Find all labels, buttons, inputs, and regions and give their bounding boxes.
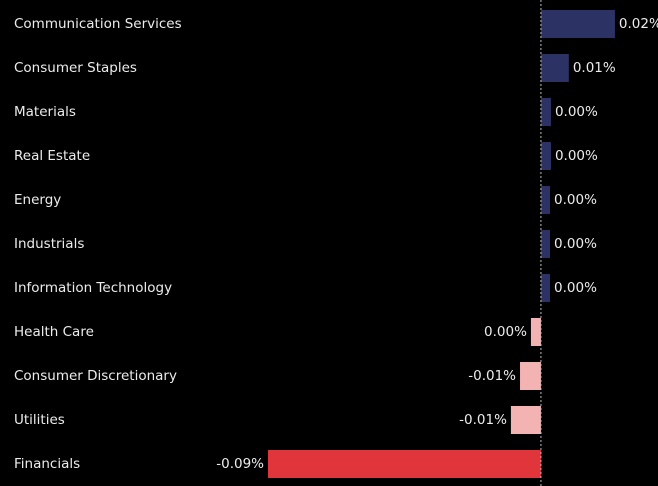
category-label: Industrials bbox=[14, 236, 84, 252]
bar bbox=[510, 406, 541, 434]
value-label: 0.02% bbox=[619, 16, 658, 32]
value-label: 0.00% bbox=[555, 104, 598, 120]
category-label: Consumer Discretionary bbox=[14, 368, 177, 384]
value-label: 0.00% bbox=[554, 280, 597, 296]
category-label: Utilities bbox=[14, 412, 65, 428]
category-label: Energy bbox=[14, 192, 61, 208]
bar bbox=[540, 98, 551, 126]
category-label: Health Care bbox=[14, 324, 94, 340]
category-label: Consumer Staples bbox=[14, 60, 137, 76]
bar bbox=[520, 362, 541, 390]
category-label: Information Technology bbox=[14, 280, 172, 296]
value-label: 0.00% bbox=[555, 148, 598, 164]
category-label: Materials bbox=[14, 104, 76, 120]
value-label: -0.01% bbox=[468, 368, 516, 384]
bar bbox=[530, 318, 541, 346]
value-label: 0.00% bbox=[554, 192, 597, 208]
bar bbox=[540, 230, 551, 258]
value-label: 0.00% bbox=[554, 236, 597, 252]
category-label: Communication Services bbox=[14, 16, 182, 32]
value-label: 0.00% bbox=[484, 324, 527, 340]
value-label: -0.09% bbox=[216, 456, 264, 472]
bar bbox=[540, 142, 551, 170]
category-label: Financials bbox=[14, 456, 80, 472]
bar bbox=[540, 186, 551, 214]
category-label: Real Estate bbox=[14, 148, 90, 164]
bar bbox=[268, 450, 541, 478]
value-label: -0.01% bbox=[459, 412, 507, 428]
bar bbox=[540, 10, 615, 38]
value-label: 0.01% bbox=[573, 60, 616, 76]
bar bbox=[540, 54, 569, 82]
bar bbox=[540, 274, 551, 302]
